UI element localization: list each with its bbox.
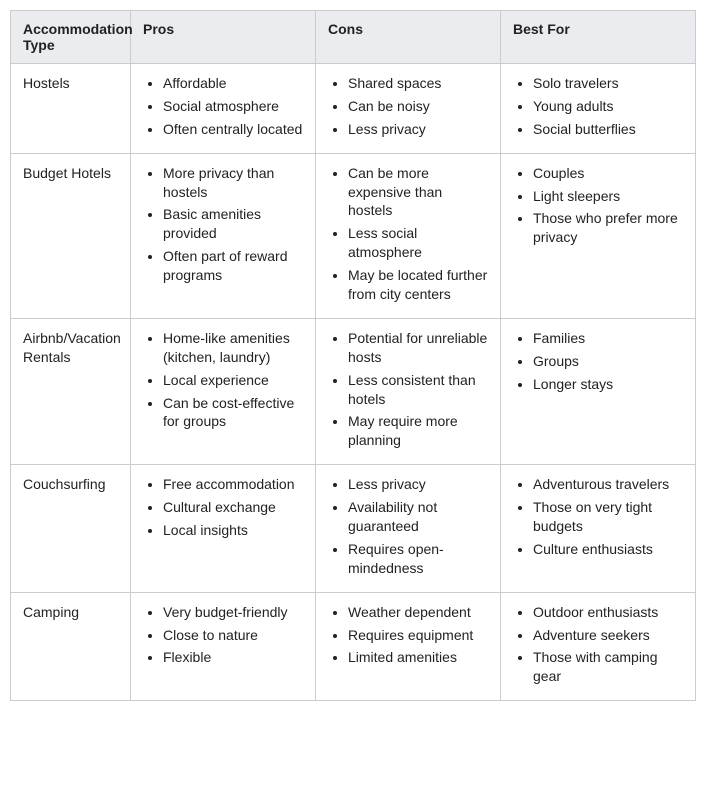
list-item: Requires equipment bbox=[348, 626, 488, 645]
list-item: Less consistent than hotels bbox=[348, 371, 488, 409]
table-row: Couchsurfing Free accommodation Cultural e… bbox=[11, 465, 696, 592]
header-pros: Pros bbox=[131, 11, 316, 64]
list-item: Shared spaces bbox=[348, 74, 488, 93]
list-item: Less privacy bbox=[348, 475, 488, 494]
table-row: Budget HotelsMore privacy than hostelsBa… bbox=[11, 153, 696, 318]
list-item: Basic amenities provided bbox=[163, 205, 303, 243]
cell-best-for: Outdoor enthusiasts Adventure seekers Thos… bbox=[501, 592, 696, 701]
cell-pros: More privacy than hostelsBasic amenities… bbox=[131, 153, 316, 318]
list-item: Free accommodation bbox=[163, 475, 303, 494]
list-item: Cultural exchange bbox=[163, 498, 303, 517]
header-row: Accommodation Type Pros Cons Best For bbox=[11, 11, 696, 64]
cell-best-for: Families Groups Longer stays bbox=[501, 318, 696, 464]
table-header: Accommodation Type Pros Cons Best For bbox=[11, 11, 696, 64]
list-item: More privacy than hostels bbox=[163, 164, 303, 202]
cons-list: Shared spaces Can be noisy Less privacy bbox=[328, 74, 488, 139]
list-item: Adventure seekers bbox=[533, 626, 683, 645]
list-item: Those on very tight budgets bbox=[533, 498, 683, 536]
list-item: Weather dependent bbox=[348, 603, 488, 622]
cell-cons: Can be more expensive than hostelsLess s… bbox=[316, 153, 501, 318]
cell-accommodation-type: Couchsurfing bbox=[11, 465, 131, 592]
pros-list: More privacy than hostelsBasic amenities… bbox=[143, 164, 303, 285]
list-item: Social butterflies bbox=[533, 120, 683, 139]
list-item: Those with camping gear bbox=[533, 648, 683, 686]
list-item: Can be cost-effective for groups bbox=[163, 394, 303, 432]
list-item: May be located further from city centers bbox=[348, 266, 488, 304]
list-item: Requires open-mindedness bbox=[348, 540, 488, 578]
pros-list: Very budget-friendly Close to nature Flexi… bbox=[143, 603, 303, 668]
cons-list: Weather dependent Requires equipment Limit… bbox=[328, 603, 488, 668]
list-item: Home-like amenities (kitchen, laundry) bbox=[163, 329, 303, 367]
header-accommodation-type: Accommodation Type bbox=[11, 11, 131, 64]
cons-list: Potential for unreliable hosts Less consi… bbox=[328, 329, 488, 450]
list-item: Flexible bbox=[163, 648, 303, 667]
list-item: Longer stays bbox=[533, 375, 683, 394]
cons-list: Can be more expensive than hostelsLess s… bbox=[328, 164, 488, 304]
cell-accommodation-type: Camping bbox=[11, 592, 131, 701]
cell-pros: Affordable Social atmosphere Often central… bbox=[131, 64, 316, 154]
list-item: Culture enthusiasts bbox=[533, 540, 683, 559]
list-item: Groups bbox=[533, 352, 683, 371]
list-item: Couples bbox=[533, 164, 683, 183]
header-cons: Cons bbox=[316, 11, 501, 64]
best-for-list: Families Groups Longer stays bbox=[513, 329, 683, 394]
cell-best-for: Solo travelers Young adults Social butterf… bbox=[501, 64, 696, 154]
cell-best-for: Couples Light sleepers Those who prefer mo… bbox=[501, 153, 696, 318]
best-for-list: Adventurous travelers Those on very tight… bbox=[513, 475, 683, 559]
list-item: Local insights bbox=[163, 521, 303, 540]
list-item: Young adults bbox=[533, 97, 683, 116]
table-row: Hostels Affordable Social atmosphere Often … bbox=[11, 64, 696, 154]
list-item: Adventurous travelers bbox=[533, 475, 683, 494]
cell-best-for: Adventurous travelers Those on very tight… bbox=[501, 465, 696, 592]
list-item: Families bbox=[533, 329, 683, 348]
list-item: Close to nature bbox=[163, 626, 303, 645]
best-for-list: Solo travelers Young adults Social butterf… bbox=[513, 74, 683, 139]
list-item: Those who prefer more privacy bbox=[533, 209, 683, 247]
cell-accommodation-type: Airbnb/Vacation Rentals bbox=[11, 318, 131, 464]
table-row: Camping Very budget-friendly Close to natu… bbox=[11, 592, 696, 701]
table-row: Airbnb/Vacation RentalsHome-like ameniti… bbox=[11, 318, 696, 464]
list-item: Potential for unreliable hosts bbox=[348, 329, 488, 367]
cell-cons: Shared spaces Can be noisy Less privacy bbox=[316, 64, 501, 154]
list-item: Can be noisy bbox=[348, 97, 488, 116]
cell-cons: Potential for unreliable hosts Less consi… bbox=[316, 318, 501, 464]
pros-list: Affordable Social atmosphere Often central… bbox=[143, 74, 303, 139]
pros-list: Home-like amenities (kitchen, laundry) Lo… bbox=[143, 329, 303, 431]
cell-pros: Home-like amenities (kitchen, laundry) Lo… bbox=[131, 318, 316, 464]
list-item: Social atmosphere bbox=[163, 97, 303, 116]
cell-pros: Very budget-friendly Close to nature Flexi… bbox=[131, 592, 316, 701]
list-item: Light sleepers bbox=[533, 187, 683, 206]
list-item: Affordable bbox=[163, 74, 303, 93]
list-item: Less privacy bbox=[348, 120, 488, 139]
list-item: Local experience bbox=[163, 371, 303, 390]
list-item: May require more planning bbox=[348, 412, 488, 450]
cell-cons: Less privacy Availability not guaranteed R… bbox=[316, 465, 501, 592]
header-best-for: Best For bbox=[501, 11, 696, 64]
list-item: Solo travelers bbox=[533, 74, 683, 93]
list-item: Availability not guaranteed bbox=[348, 498, 488, 536]
accommodation-table: Accommodation Type Pros Cons Best For Ho… bbox=[10, 10, 696, 701]
list-item: Limited amenities bbox=[348, 648, 488, 667]
pros-list: Free accommodation Cultural exchange Local… bbox=[143, 475, 303, 540]
cell-cons: Weather dependent Requires equipment Limit… bbox=[316, 592, 501, 701]
table-body: Hostels Affordable Social atmosphere Often … bbox=[11, 64, 696, 701]
list-item: Often centrally located bbox=[163, 120, 303, 139]
list-item: Can be more expensive than hostels bbox=[348, 164, 488, 221]
list-item: Outdoor enthusiasts bbox=[533, 603, 683, 622]
list-item: Often part of reward programs bbox=[163, 247, 303, 285]
best-for-list: Couples Light sleepers Those who prefer mo… bbox=[513, 164, 683, 248]
cell-pros: Free accommodation Cultural exchange Local… bbox=[131, 465, 316, 592]
cell-accommodation-type: Budget Hotels bbox=[11, 153, 131, 318]
list-item: Less social atmosphere bbox=[348, 224, 488, 262]
best-for-list: Outdoor enthusiasts Adventure seekers Thos… bbox=[513, 603, 683, 687]
list-item: Very budget-friendly bbox=[163, 603, 303, 622]
cons-list: Less privacy Availability not guaranteed R… bbox=[328, 475, 488, 577]
cell-accommodation-type: Hostels bbox=[11, 64, 131, 154]
